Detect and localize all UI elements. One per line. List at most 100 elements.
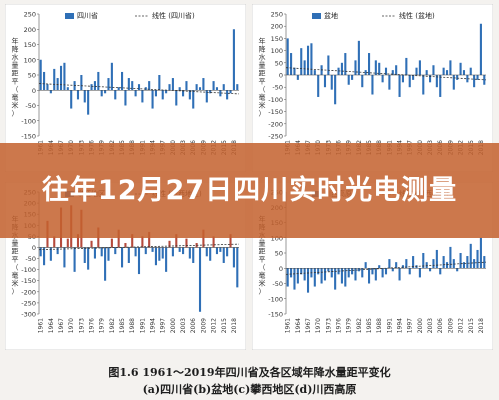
x-tick-label: 1961: [38, 318, 45, 333]
bar: [219, 90, 222, 97]
bar: [388, 75, 391, 90]
bar: [381, 268, 384, 278]
y-tick-label: 50: [28, 72, 36, 80]
bar: [131, 81, 134, 91]
bar: [286, 38, 289, 75]
bar: [327, 55, 330, 75]
bar: [351, 268, 354, 275]
bar: [87, 247, 90, 270]
bar: [46, 84, 49, 91]
bar: [296, 75, 299, 80]
bar: [90, 240, 93, 248]
bar: [378, 62, 381, 75]
bar: [49, 247, 52, 261]
x-tick-label: 1982: [356, 318, 363, 333]
bar: [354, 60, 357, 75]
bar: [212, 236, 215, 248]
bar: [87, 90, 90, 115]
bar: [395, 65, 398, 75]
y-tick-label: 0: [32, 87, 36, 95]
bar: [357, 40, 360, 75]
bar: [148, 81, 151, 91]
bar: [165, 90, 168, 94]
bar: [405, 57, 408, 75]
bar: [215, 87, 219, 91]
bar: [39, 59, 42, 91]
bar: [330, 268, 333, 278]
bar: [395, 262, 398, 269]
bar: [347, 75, 350, 85]
bar: [192, 247, 195, 263]
x-tick-label: 1982: [109, 318, 116, 333]
y-tick-label: -50: [25, 102, 36, 110]
bar: [435, 75, 438, 88]
bar: [374, 268, 377, 281]
x-tick-label: 1988: [376, 318, 383, 333]
y-tick-label: 250: [24, 11, 36, 19]
bar: [73, 247, 76, 272]
bar: [432, 65, 435, 75]
y-axis-label-char: ）: [259, 288, 266, 296]
bar: [110, 238, 113, 248]
y-tick-label: 50: [275, 250, 283, 258]
x-tick-label: 1985: [366, 318, 373, 333]
x-tick-label: 1970: [68, 318, 75, 333]
bar: [405, 259, 408, 269]
bar: [286, 268, 289, 287]
figure-caption-line1: 图1.6 1961～2019年四川省及各区域年降水量距平变化: [108, 366, 391, 379]
bar: [357, 268, 360, 272]
y-axis-label-char: 米: [259, 279, 266, 288]
bar: [222, 84, 225, 91]
y-axis-label-char: （: [12, 264, 19, 272]
bar: [449, 246, 452, 269]
bar: [141, 90, 144, 103]
y-tick-label: -150: [21, 133, 36, 141]
y-tick-label: 0: [279, 265, 283, 273]
bar: [93, 247, 96, 259]
x-tick-label: 2012: [458, 318, 465, 333]
bar: [401, 265, 404, 269]
bar: [462, 70, 466, 75]
bar: [66, 87, 69, 91]
x-tick-label: 2018: [231, 318, 238, 333]
y-axis-label-char: （: [259, 264, 266, 272]
bar: [388, 259, 391, 269]
x-tick-label: 2006: [190, 318, 197, 333]
bar: [408, 75, 411, 88]
bar: [175, 90, 178, 106]
bar: [347, 268, 350, 278]
bar: [398, 75, 401, 97]
y-axis-label-char: 量: [259, 240, 266, 248]
bar: [408, 268, 411, 275]
legend-swatch-bar: [65, 13, 74, 19]
bar: [483, 75, 486, 85]
bar: [306, 45, 310, 75]
bar: [165, 247, 168, 272]
bar: [198, 87, 202, 91]
bar: [469, 67, 472, 75]
bar: [323, 268, 327, 281]
bar: [202, 229, 205, 248]
y-tick-label: -300: [21, 311, 36, 319]
trend-line: [285, 67, 487, 81]
bar: [439, 268, 442, 275]
bar: [232, 29, 235, 91]
bar: [384, 268, 388, 275]
bar: [212, 81, 215, 91]
bar: [151, 90, 154, 109]
bar: [344, 53, 347, 75]
bar: [232, 247, 235, 268]
x-tick-label: 1973: [78, 318, 85, 333]
y-tick-label: 100: [271, 47, 283, 55]
bar: [236, 84, 239, 91]
y-tick-label: -50: [272, 84, 283, 92]
bar: [178, 87, 181, 91]
bar: [209, 247, 212, 261]
bar: [134, 90, 137, 97]
bar: [168, 84, 171, 91]
y-axis-label-char: 水: [259, 53, 266, 62]
bar: [236, 247, 239, 288]
bar: [83, 90, 86, 103]
x-tick-label: 2009: [447, 318, 454, 333]
y-axis-label-char: 降: [12, 45, 19, 54]
